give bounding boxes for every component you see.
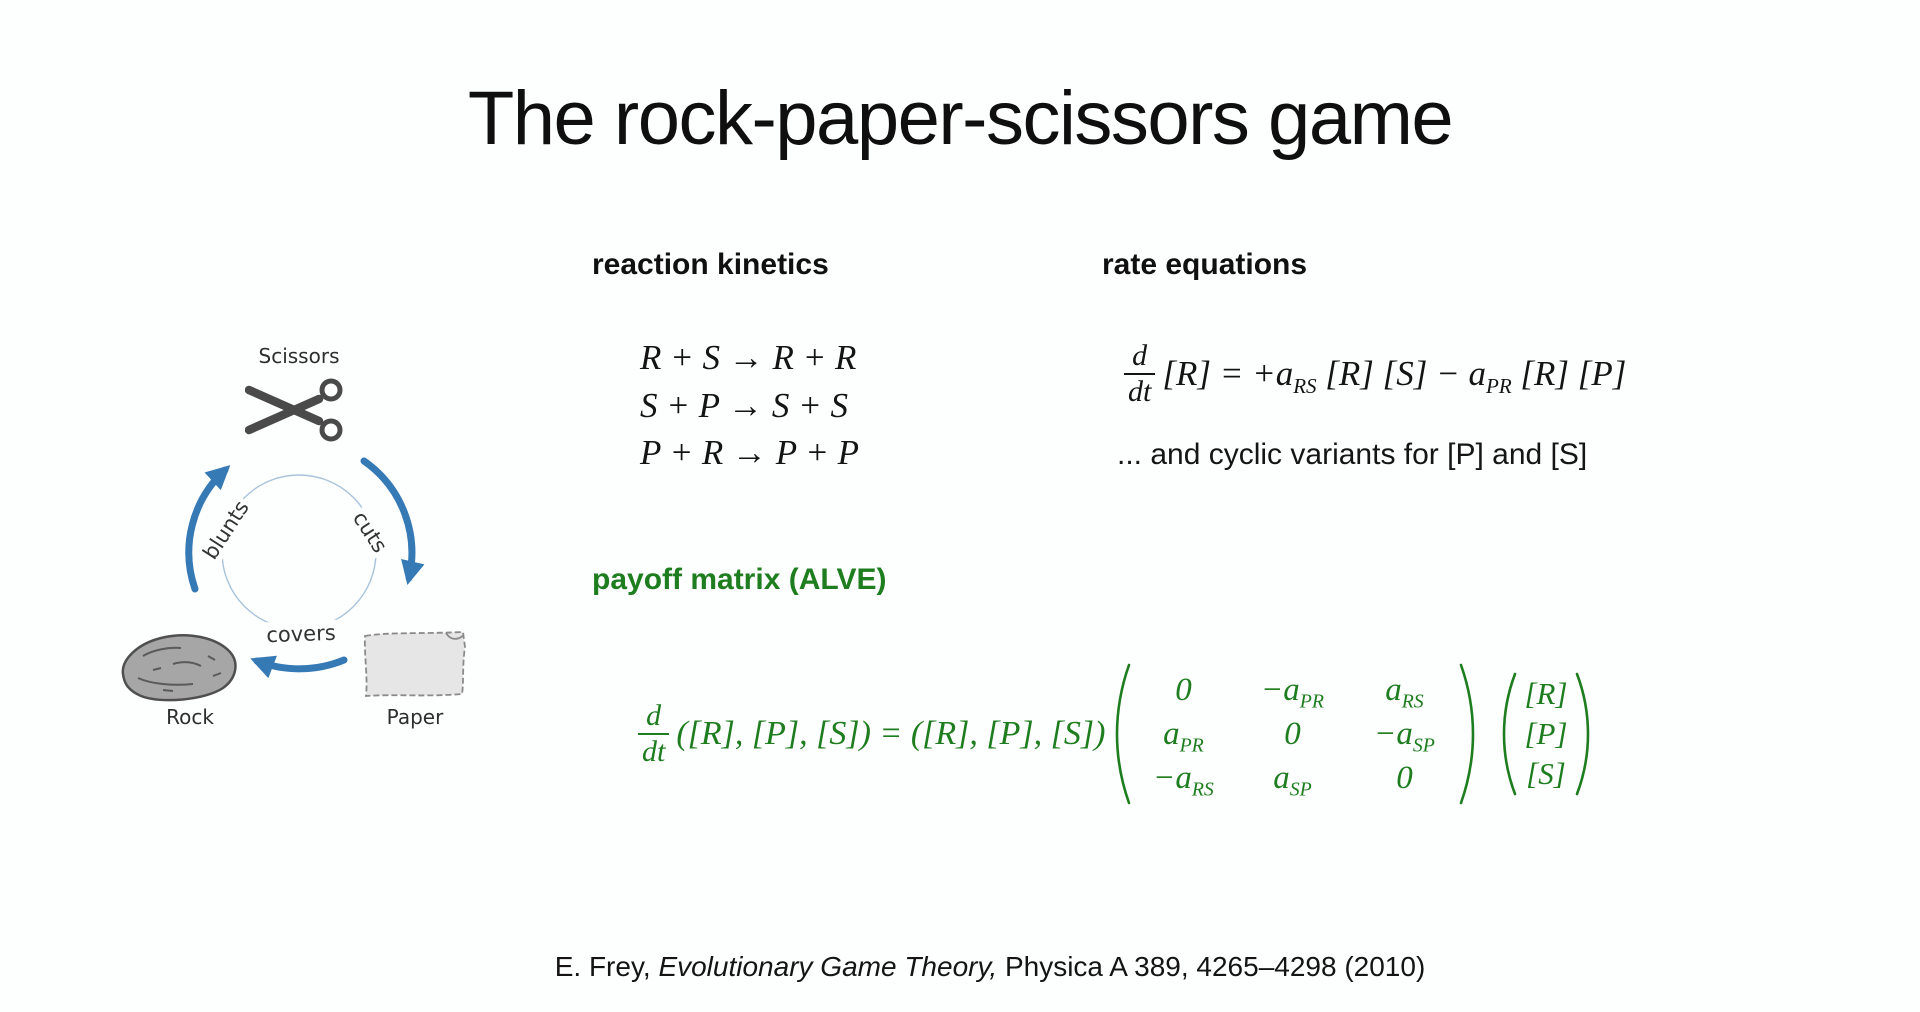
- vector-entry: [P]: [1524, 716, 1568, 751]
- reaction-equations: R + S → R + R S + P → S + S P + R → P + …: [640, 334, 859, 477]
- concentration-vector: [R] [P] [S]: [1519, 674, 1572, 794]
- close-paren: [1460, 663, 1475, 805]
- matrix-cell: 0: [1175, 671, 1192, 708]
- scissors-icon: [245, 378, 343, 442]
- matrix-cell: aRS: [1385, 671, 1424, 713]
- cuts-arrow: [360, 457, 425, 586]
- vector-entry: [S]: [1526, 756, 1566, 791]
- matrix-cell: −aPR: [1260, 671, 1324, 713]
- blunts-arrow: [185, 465, 231, 593]
- matrix-equation-lhs: ([R], [P], [S]) = ([R], [P], [S]): [676, 715, 1106, 752]
- ddt-fraction: d dt: [638, 699, 670, 768]
- payoff-matrix-equation: d dt ([R], [P], [S]) = ([R], [P], [S]) 0…: [638, 658, 1591, 810]
- citation-author: E. Frey,: [554, 951, 659, 982]
- reaction-kinetics-heading: reaction kinetics: [592, 248, 829, 281]
- rate-equations-heading: rate equations: [1102, 248, 1308, 281]
- citation-journal: Physica A 389, 4265–4298 (2010): [997, 951, 1426, 982]
- cycle-arrows: [185, 457, 425, 679]
- close-paren: [1575, 672, 1589, 796]
- paper-label: Paper: [386, 705, 444, 729]
- reaction-equation-2: S + P → S + S: [640, 385, 848, 425]
- matrix-cell: 0: [1284, 715, 1301, 752]
- open-paren: [1116, 663, 1131, 805]
- payoff-matrix-heading: payoff matrix (ALVE): [592, 563, 887, 596]
- payoff-matrix: 0 −aPR aRS aPR 0 −aSP −aRS aSP 0: [1133, 668, 1457, 800]
- vector-entry: [R]: [1524, 676, 1568, 711]
- covers-label: covers: [262, 619, 340, 649]
- paper-icon: [363, 631, 466, 697]
- matrix-cell: −aRS: [1153, 759, 1214, 801]
- open-paren: [1503, 672, 1517, 796]
- ddt-fraction: d dt: [1124, 339, 1156, 408]
- matrix-cell: −aSP: [1374, 715, 1435, 757]
- rock-label: Rock: [166, 705, 214, 729]
- citation: E. Frey, Evolutionary Game Theory, Physi…: [555, 951, 1426, 983]
- rps-cycle-diagram: Scissors blunts cuts covers: [95, 333, 505, 743]
- rate-equation-body: [R] = +aRS [R] [S] − aPR [R] [P]: [1162, 354, 1627, 398]
- scissors-label: Scissors: [258, 344, 340, 368]
- rock-icon: [121, 634, 237, 702]
- citation-title: Evolutionary Game Theory,: [658, 951, 998, 982]
- reaction-equation-3: P + R → P + P: [640, 433, 859, 472]
- page-title: The rock-paper-scissors game: [467, 75, 1454, 161]
- matrix-cell: 0: [1396, 759, 1413, 796]
- matrix-cell: aSP: [1273, 759, 1312, 801]
- matrix-cell: aPR: [1163, 715, 1204, 757]
- cycle-circle: [221, 474, 377, 630]
- cyclic-variants-note: ... and cyclic variants for [P] and [S]: [1117, 438, 1588, 471]
- reaction-equation-1: R + S → R + R: [640, 338, 857, 377]
- rate-equation: d dt [R] = +aRS [R] [S] − aPR [R] [P]: [1124, 336, 1626, 412]
- covers-arrow: [250, 655, 348, 679]
